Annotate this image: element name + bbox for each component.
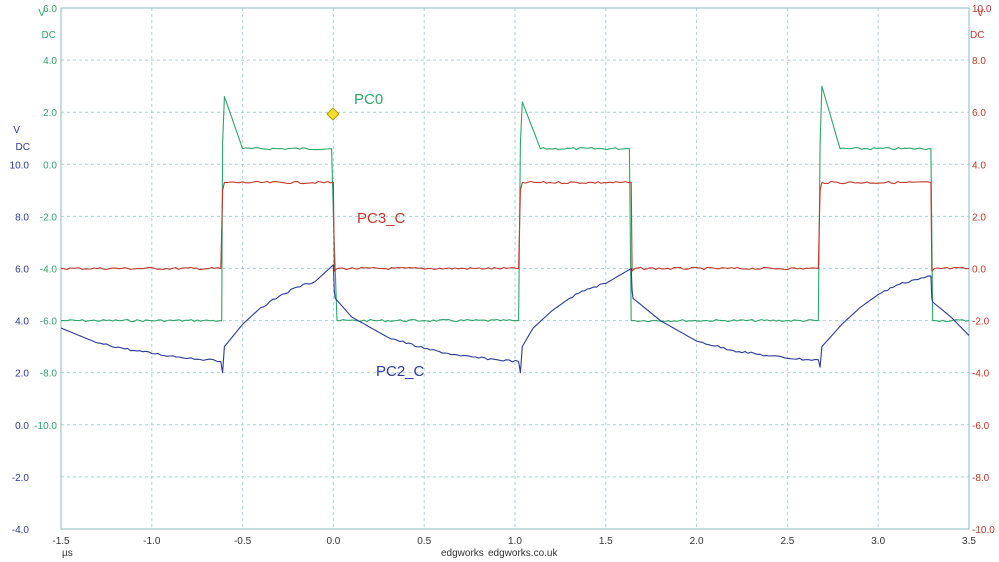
- blue-axis-tick: 0.0: [15, 421, 29, 432]
- green-axis-tick: 4.0: [43, 56, 57, 67]
- x-tick-label: 3.5: [962, 536, 976, 547]
- green-axis-tick: 6.0: [43, 4, 57, 15]
- red-axis-tick: -10.0: [972, 525, 995, 536]
- green-axis-unit: V: [38, 8, 45, 19]
- x-tick-label: 1.5: [599, 536, 613, 547]
- green-axis-tick: 2.0: [43, 108, 57, 119]
- red-axis-tick: 2.0: [972, 212, 986, 223]
- red-axis-tick: -2.0: [972, 317, 990, 328]
- red-axis-tick: -8.0: [972, 473, 990, 484]
- blue-axis-tick: 6.0: [15, 265, 29, 276]
- blue-axis-tick: 8.0: [15, 212, 29, 223]
- traces: [60, 85, 970, 374]
- green-axis-tick: -10.0: [34, 421, 57, 432]
- grid: [60, 7, 970, 530]
- series-label-pc2-c: PC2_C: [376, 363, 425, 380]
- red-axis-tick: 10.0: [972, 4, 992, 15]
- green-axis-tick: -2.0: [40, 212, 58, 223]
- series-line-pc2-c: [60, 264, 970, 374]
- footer: edgworks edgworks.co.uk: [441, 548, 558, 559]
- left-axes: V DC V DC 6.0 4.0 2.0 0.0 -2.0 -4.0 -6.0 -8.0 -1…: [10, 4, 58, 536]
- x-axis: µs -1.5 -1.0 -0.5 0.0 0.5 1.0 1.5 2.0 2.5 3.0 3.5: [52, 536, 976, 559]
- blue-axis-tick: 10.0: [10, 160, 30, 171]
- right-axis: V DC 10.0 8.0 6.0 4.0 2.0 0.0 -2.0 -4.0 -6.0 -8.0…: [970, 4, 995, 536]
- series-line-pc3-c: [60, 180, 970, 272]
- blue-axis-coupling: DC: [16, 142, 30, 153]
- x-tick-label: -1.5: [52, 536, 70, 547]
- x-axis-unit: µs: [62, 548, 73, 559]
- red-axis-tick: 0.0: [972, 265, 986, 276]
- footer-url: edgworks.co.uk: [488, 548, 558, 559]
- green-axis-tick: -6.0: [40, 317, 58, 328]
- footer-brand: edgworks: [441, 548, 484, 559]
- red-axis-tick: 6.0: [972, 108, 986, 119]
- green-axis-tick: 0.0: [43, 160, 57, 171]
- red-axis-tick: -6.0: [972, 421, 990, 432]
- blue-axis-tick: 2.0: [15, 369, 29, 380]
- trigger-marker[interactable]: [326, 107, 340, 121]
- series-line-pc0: [61, 85, 970, 323]
- red-axis-tick: 8.0: [972, 56, 986, 67]
- trace-labels: PC0 PC3_C PC2_C: [354, 91, 425, 380]
- series-label-pc3-c: PC3_C: [357, 210, 406, 227]
- x-tick-label: -0.5: [234, 536, 252, 547]
- red-axis-coupling: DC: [970, 30, 984, 41]
- green-axis-coupling: DC: [42, 30, 56, 41]
- x-tick-label: 0.0: [326, 536, 340, 547]
- red-axis-tick: 4.0: [972, 160, 986, 171]
- x-tick-label: 1.0: [508, 536, 522, 547]
- blue-axis-unit: V: [13, 125, 20, 136]
- x-tick-label: 2.0: [690, 536, 704, 547]
- blue-axis-tick: -2.0: [12, 473, 30, 484]
- blue-axis-tick: -4.0: [12, 525, 30, 536]
- series-label-pc0: PC0: [354, 91, 383, 108]
- green-axis-tick: -4.0: [40, 265, 58, 276]
- x-tick-label: 2.5: [780, 536, 794, 547]
- red-axis-unit: V: [977, 8, 984, 19]
- blue-axis-tick: 4.0: [15, 317, 29, 328]
- x-tick-label: 0.5: [417, 536, 431, 547]
- x-tick-label: 3.0: [871, 536, 885, 547]
- green-axis-tick: -8.0: [40, 369, 58, 380]
- x-tick-label: -1.0: [143, 536, 161, 547]
- red-axis-tick: -4.0: [972, 369, 990, 380]
